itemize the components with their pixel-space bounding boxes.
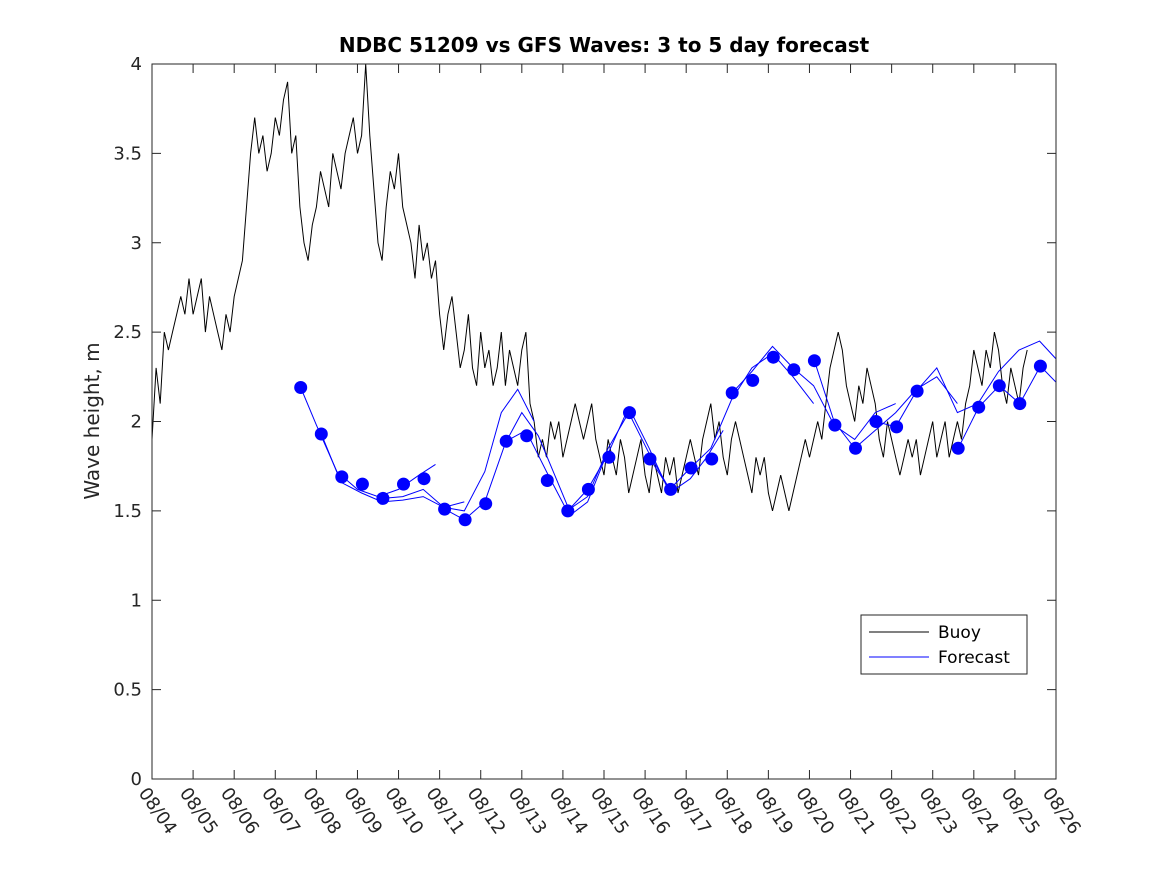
legend: Buoy Forecast [860,614,1028,675]
forecast-point [807,354,821,368]
forecast-point [890,420,904,434]
forecast-point [540,474,554,487]
forecast-point [643,452,657,466]
y-tick-label: 1.5 [113,501,142,522]
y-tick-label: 4 [131,54,142,75]
y-tick-label: 3 [131,233,142,254]
forecast-point [335,470,349,484]
y-tick-label: 2 [131,412,142,433]
forecast-point [417,472,431,486]
forecast-point [561,504,575,518]
buoy-series [151,63,1028,512]
forecast-point [479,497,493,511]
y-axis-label: Wave height, m [80,342,104,499]
legend-buoy-label: Buoy [938,623,981,643]
forecast-point [849,441,862,455]
forecast-point [828,418,842,432]
forecast-point [705,452,719,466]
forecast-point [664,482,678,496]
forecast-point [725,386,739,400]
plot-frame [151,63,1057,780]
legend-box [860,614,1028,675]
forecast-point [992,379,1006,393]
forecast-points-group [294,350,1047,527]
y-tick-label: 2.5 [113,322,142,343]
forecast-line [649,352,814,491]
forecast-point [684,461,698,475]
forecast-point [499,434,513,448]
forecast-point [766,350,780,364]
legend-forecast-label: Forecast [938,648,1010,668]
forecast-point [458,513,472,527]
forecast-point [787,363,801,377]
forecast-point [951,441,965,455]
forecast-point [869,415,883,428]
forecast-point [438,502,452,516]
forecast-point [376,491,390,505]
forecast-point [1033,359,1047,373]
forecast-point [623,406,636,420]
y-tick-label: 3.5 [113,143,142,164]
forecast-point [294,381,308,394]
forecast-point [581,482,595,496]
forecast-line [875,340,1057,428]
forecast-line [382,388,535,512]
chart-title: NDBC 51209 vs GFS Waves: 3 to 5 day fore… [339,33,870,57]
forecast-point [1013,397,1027,411]
forecast-point [520,429,534,443]
y-tick-label: 0 [131,769,142,790]
forecast-point [972,400,986,414]
forecast-point [314,427,328,441]
forecast-line [444,411,605,521]
buoy-line [151,63,1028,512]
forecast-point [397,477,410,491]
y-tick-labels: 0 0.5 1 1.5 2 2.5 3 3.5 4 [113,54,142,790]
forecast-point [746,373,760,387]
forecast-point [355,477,369,491]
forecast-point [910,384,924,398]
y-tick-label: 1 [131,590,142,611]
forecast-series-group [300,340,1057,521]
forecast-point [602,450,616,464]
forecast-line [731,345,896,441]
forecast-line [505,411,671,512]
y-tick-label: 0.5 [113,680,142,701]
forecast-line [567,406,724,512]
